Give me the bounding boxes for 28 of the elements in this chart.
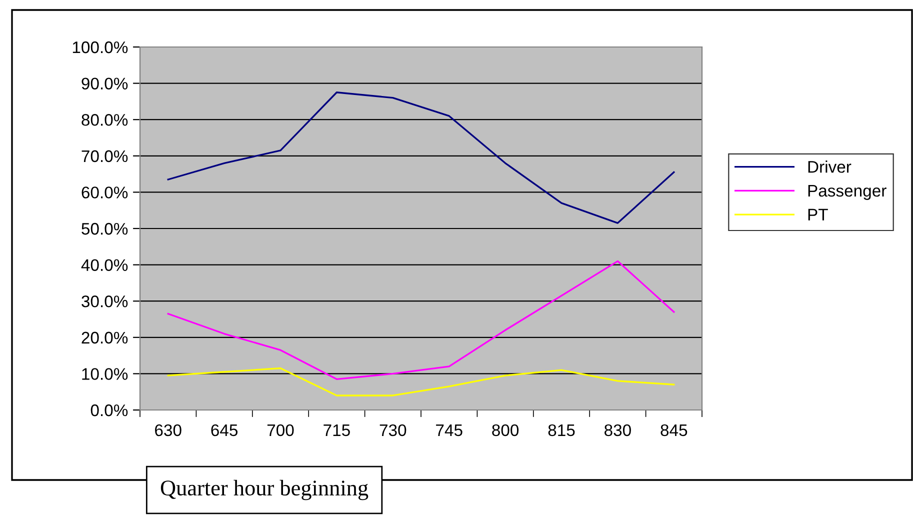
line-series — [167, 367, 675, 396]
x-tick-label: 800 — [492, 424, 519, 436]
x-tick-label: 745 — [436, 424, 462, 436]
x-tick-label: 715 — [324, 424, 350, 436]
y-tick-label: 0.0% — [90, 404, 128, 416]
x-axis-title: Quarter hour beginning — [160, 480, 368, 500]
x-tick-label: 730 — [380, 424, 406, 436]
y-tick-label: 10.0% — [82, 368, 128, 380]
x-tick-label: 830 — [604, 424, 631, 436]
y-tick-label: 40.0% — [81, 259, 128, 272]
y-tick-label: 50.0% — [82, 222, 128, 235]
y-tick-label: 70.0% — [82, 150, 128, 162]
x-tick-label: 815 — [548, 424, 575, 436]
y-tick-label: 80.0% — [82, 114, 128, 126]
line-series — [167, 92, 675, 224]
y-tick-label: 30.0% — [82, 296, 128, 308]
legend-label: Passenger — [808, 185, 886, 200]
x-tick-label: 700 — [267, 424, 294, 436]
line-series — [167, 260, 675, 380]
y-tick-label: 90.0% — [82, 78, 128, 90]
y-tick-label: 60.0% — [82, 186, 128, 198]
legend-label: PT — [808, 208, 828, 220]
legend-label: Driver — [808, 160, 852, 173]
y-tick-label: 20.0% — [82, 332, 128, 344]
x-tick-label: 645 — [211, 424, 238, 436]
x-tick-label: 845 — [660, 424, 688, 436]
y-tick-label: 100.0% — [72, 41, 128, 54]
x-tick-label: 630 — [155, 424, 182, 436]
